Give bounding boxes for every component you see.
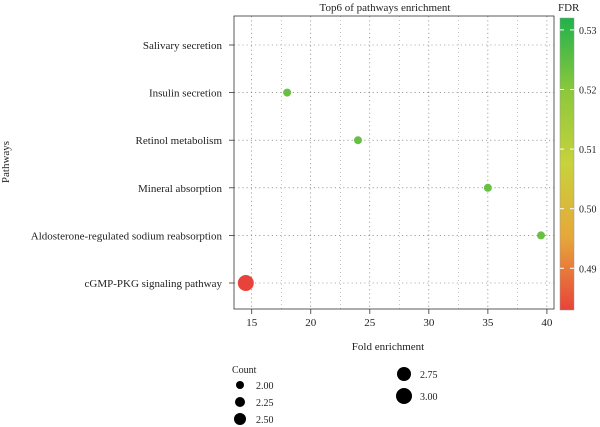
y-axis-labels: Salivary secretion Insulin secretion Retin… [31, 40, 234, 290]
fdr-tick-label: 0.53 [579, 26, 597, 37]
count-legend-dot [234, 413, 246, 425]
data-point [283, 88, 292, 97]
count-legend-label: 2.75 [420, 370, 438, 381]
data-point [483, 183, 492, 192]
chart-title: Top6 of pathways enrichment [320, 2, 451, 14]
count-legend-label: 3.00 [420, 392, 438, 403]
y-tick-label: Retinol metabolism [136, 135, 223, 147]
data-point [353, 136, 362, 145]
fdr-color-legend: FDR 0.49 0.50 0.51 0.52 0.53 [558, 2, 597, 311]
fdr-gradient-bar [559, 17, 575, 311]
grid-lines [234, 16, 554, 309]
count-legend-dot [397, 367, 411, 381]
fdr-tick-label: 0.49 [579, 264, 597, 275]
y-tick-label: Mineral absorption [138, 183, 223, 195]
data-point [237, 275, 254, 291]
fdr-tick-label: 0.52 [579, 86, 597, 97]
fdr-legend-title: FDR [558, 2, 580, 14]
y-axis-label: Pathways [0, 141, 12, 183]
count-legend-title: Count [232, 365, 257, 376]
x-axis-label: Fold enrichment [352, 341, 424, 353]
count-legend-label: 2.25 [256, 398, 274, 409]
count-size-legend: Count 2.00 2.25 2.50 2.75 3.00 [232, 365, 438, 426]
x-tick-label: 30 [423, 317, 435, 329]
x-axis-ticks: 15 20 25 30 35 40 [246, 309, 553, 329]
count-legend-dot [236, 381, 244, 389]
count-legend-dot [235, 397, 245, 407]
y-tick-label: Aldosterone-regulated sodium reabsorptio… [31, 230, 223, 242]
plot-area-border [233, 15, 555, 310]
data-point [537, 231, 546, 240]
x-tick-label: 20 [305, 317, 317, 329]
data-points [237, 88, 546, 291]
y-tick-label: Salivary secretion [143, 40, 223, 52]
x-tick-label: 15 [246, 317, 258, 329]
fdr-tick-label: 0.51 [579, 145, 597, 156]
x-tick-label: 40 [541, 317, 553, 329]
count-legend-label: 2.50 [256, 415, 274, 426]
count-legend-label: 2.00 [256, 381, 274, 392]
fdr-tick-label: 0.50 [579, 205, 597, 216]
y-tick-label: Insulin secretion [149, 88, 223, 100]
y-tick-label: cGMP-PKG signaling pathway [85, 278, 223, 290]
x-tick-label: 25 [364, 317, 376, 329]
x-tick-label: 35 [482, 317, 494, 329]
count-legend-dot [396, 388, 412, 404]
